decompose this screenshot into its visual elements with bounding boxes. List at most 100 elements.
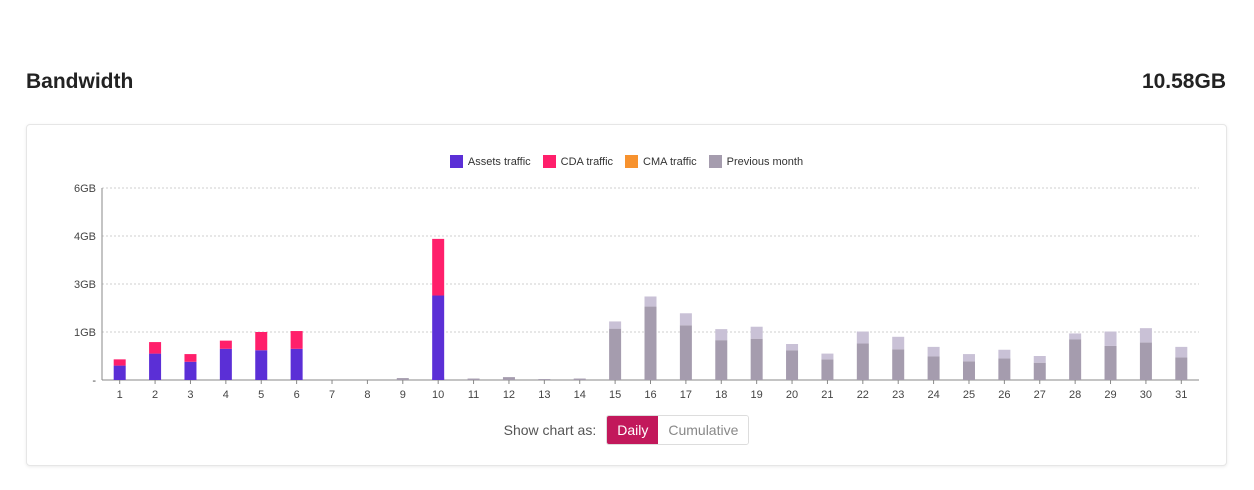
legend-item-cda[interactable]: CDA traffic <box>542 155 614 168</box>
y-tick-label: 4GB <box>74 231 96 243</box>
x-tick-label: 13 <box>538 389 550 401</box>
bar-previous-month <box>856 343 869 380</box>
legend-swatch-cda <box>542 155 556 168</box>
bar-previous-month-upper <box>786 344 799 351</box>
x-tick-label: 26 <box>998 389 1010 401</box>
bar-previous-month <box>998 358 1011 380</box>
y-tick-label: 1GB <box>74 327 96 339</box>
bar-previous-month <box>927 356 940 380</box>
x-tick-label: 14 <box>574 389 586 401</box>
bar-previous-month-upper <box>856 331 869 344</box>
legend-swatch-previous <box>708 155 722 168</box>
legend-label: CMA traffic <box>643 155 697 168</box>
bar-previous-month-upper <box>644 296 657 307</box>
bar-previous-month <box>467 378 480 380</box>
x-tick-label: 23 <box>892 389 904 401</box>
chart-mode-label: Show chart as: <box>503 422 597 438</box>
x-tick-label: 15 <box>609 389 621 401</box>
page-title: Bandwidth <box>26 70 134 93</box>
bar-cda-traffic <box>255 332 268 351</box>
x-tick-label: 3 <box>187 389 193 401</box>
legend-item-cma[interactable]: CMA traffic <box>625 155 697 168</box>
y-tick-label: 6GB <box>74 183 96 195</box>
bar-assets-traffic <box>184 361 197 380</box>
bar-previous-month <box>609 328 622 380</box>
x-tick-label: 8 <box>364 389 370 401</box>
bar-cda-traffic <box>113 359 126 366</box>
x-tick-label: 25 <box>963 389 975 401</box>
bar-previous-month <box>715 340 728 380</box>
bar-previous-month-upper <box>821 353 834 360</box>
x-tick-label: 19 <box>751 389 763 401</box>
x-tick-label: 27 <box>1034 389 1046 401</box>
bar-previous-month <box>892 349 905 380</box>
bar-cda-traffic <box>290 331 303 349</box>
x-tick-label: 18 <box>715 389 727 401</box>
bar-previous-month-upper <box>609 321 622 329</box>
bar-previous-month <box>821 359 834 380</box>
y-tick-label: 3GB <box>74 279 96 291</box>
bar-previous-month <box>679 325 692 380</box>
x-tick-label: 2 <box>152 389 158 401</box>
bar-cda-traffic <box>432 238 445 296</box>
bar-previous-month <box>1104 345 1117 380</box>
bar-assets-traffic <box>113 365 126 380</box>
bar-cda-traffic <box>149 342 162 354</box>
bar-previous-month <box>538 379 551 380</box>
x-tick-label: 20 <box>786 389 798 401</box>
x-tick-label: 30 <box>1140 389 1152 401</box>
bar-previous-month-upper <box>1069 333 1082 340</box>
bandwidth-total: 10.58GB <box>1141 70 1226 93</box>
bar-previous-month <box>573 378 586 380</box>
x-tick-label: 29 <box>1104 389 1116 401</box>
x-tick-label: 10 <box>432 389 444 401</box>
bar-assets-traffic <box>219 348 232 380</box>
x-tick-label: 5 <box>258 389 264 401</box>
bar-previous-month <box>1139 342 1152 380</box>
bar-previous-month-upper <box>1104 331 1117 346</box>
bar-previous-month <box>786 350 799 380</box>
bar-assets-traffic <box>290 348 303 380</box>
bar-cda-traffic <box>219 340 232 349</box>
x-tick-label: 7 <box>329 389 335 401</box>
x-tick-label: 6 <box>294 389 300 401</box>
x-tick-label: 28 <box>1069 389 1081 401</box>
bar-previous-month <box>644 306 657 380</box>
bar-previous-month <box>1069 339 1082 380</box>
bar-assets-traffic <box>255 350 268 380</box>
bar-previous-month-upper <box>962 354 975 362</box>
x-tick-label: 21 <box>821 389 833 401</box>
bar-previous-month <box>1175 357 1188 380</box>
bar-previous-month-upper <box>1033 356 1046 363</box>
x-tick-label: 22 <box>857 389 869 401</box>
x-tick-label: 24 <box>927 389 939 401</box>
x-tick-label: 9 <box>400 389 406 401</box>
cumulative-button[interactable]: Cumulative <box>658 416 749 444</box>
legend-item-assets[interactable]: Assets traffic <box>449 155 531 168</box>
bar-previous-month-upper <box>1139 328 1152 343</box>
daily-button[interactable]: Daily <box>607 416 659 444</box>
x-tick-label: 16 <box>644 389 656 401</box>
legend-swatch-cma <box>625 155 639 168</box>
legend-label: Assets traffic <box>467 155 531 168</box>
bar-cda-traffic <box>184 354 197 362</box>
x-tick-label: 11 <box>468 389 479 401</box>
legend-label: CDA traffic <box>560 155 614 168</box>
bar-previous-month <box>750 338 763 380</box>
bar-previous-month-upper <box>892 336 905 350</box>
chart-legend: Assets traffic CDA traffic CMA traffic P… <box>27 155 1226 168</box>
bar-previous-month-upper <box>715 329 728 341</box>
bar-previous-month <box>1033 362 1046 380</box>
x-tick-label: 12 <box>503 389 515 401</box>
bar-previous-month-upper <box>750 326 763 339</box>
x-tick-label: 31 <box>1175 389 1187 401</box>
chart-mode-control: Show chart as: Daily Cumulative <box>27 415 1226 445</box>
legend-item-previous[interactable]: Previous month <box>708 155 803 168</box>
x-tick-label: 17 <box>680 389 692 401</box>
chart-mode-toggle: Daily Cumulative <box>606 415 750 445</box>
bar-previous-month-upper <box>927 346 940 357</box>
bar-previous-month <box>396 378 409 380</box>
bar-previous-month-upper <box>998 349 1011 359</box>
chart-card: Assets traffic CDA traffic CMA traffic P… <box>26 124 1227 466</box>
